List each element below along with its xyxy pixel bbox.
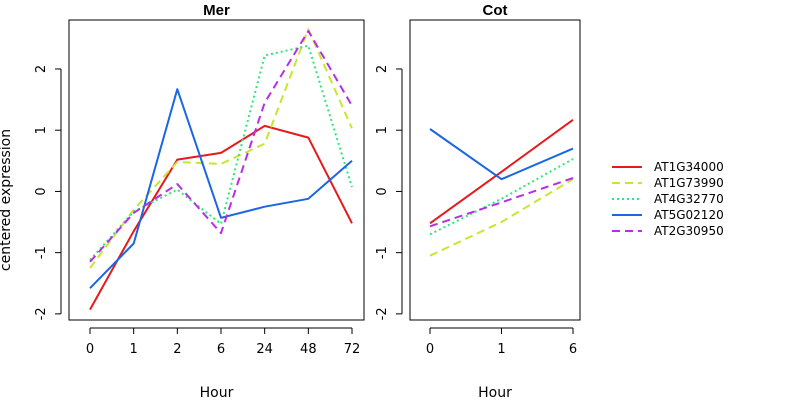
series-line-mer-at1g73990 — [89, 28, 353, 269]
x-tick-label-mer: 72 — [344, 342, 361, 357]
y-axis-title: centered expression — [0, 129, 14, 271]
x-tick-label-mer: 2 — [173, 342, 181, 357]
y-tick-label-cot: -2 — [375, 307, 390, 320]
y-tick-label-mer: 1 — [34, 126, 49, 134]
series-line-cot-at1g34000 — [429, 118, 574, 225]
legend-label-at4g32770: AT4G32770 — [654, 192, 724, 206]
y-tick-label-cot: 0 — [375, 187, 390, 195]
series-line-mer-at5g02120 — [89, 88, 353, 289]
y-tick-label-mer: -1 — [34, 246, 49, 259]
x-tick-label-cot: 0 — [426, 342, 434, 357]
legend-label-at1g73990: AT1G73990 — [654, 176, 724, 190]
panel-title-cot: Cot — [483, 2, 508, 19]
panel-frame-mer — [68, 19, 365, 321]
x-tick-label-mer: 24 — [256, 342, 273, 357]
x-axis-title-mer: Hour — [200, 385, 234, 400]
series-line-mer-at2g30950 — [89, 30, 353, 263]
legend-label-at5g02120: AT5G02120 — [654, 208, 724, 222]
series-line-cot-at4g32770 — [429, 158, 574, 236]
panel-title-mer: Mer — [203, 2, 230, 19]
y-tick-label-cot: 1 — [375, 126, 390, 134]
x-tick-label-mer: 1 — [130, 342, 138, 357]
x-axis-title-cot: Hour — [478, 385, 512, 400]
x-tick-label-mer: 6 — [217, 342, 225, 357]
x-tick-label-mer: 48 — [300, 342, 317, 357]
series-line-cot-at2g30950 — [429, 177, 574, 228]
y-tick-label-cot: -1 — [375, 246, 390, 259]
y-tick-label-cot: 2 — [375, 65, 390, 73]
series-line-cot-at1g73990 — [429, 178, 574, 257]
series-line-cot-at5g02120 — [429, 128, 574, 181]
x-tick-label-cot: 6 — [569, 342, 577, 357]
x-tick-label-mer: 0 — [86, 342, 94, 357]
legend-label-at2g30950: AT2G30950 — [654, 224, 724, 238]
y-tick-label-mer: 2 — [34, 65, 49, 73]
y-tick-label-mer: -2 — [34, 307, 49, 320]
series-line-mer-at1g34000 — [89, 124, 353, 311]
y-tick-label-mer: 0 — [34, 187, 49, 195]
series-line-mer-at4g32770 — [89, 44, 353, 261]
x-tick-label-cot: 1 — [497, 342, 505, 357]
panel-frame-cot — [409, 19, 581, 321]
legend-label-at1g34000: AT1G34000 — [654, 160, 724, 174]
